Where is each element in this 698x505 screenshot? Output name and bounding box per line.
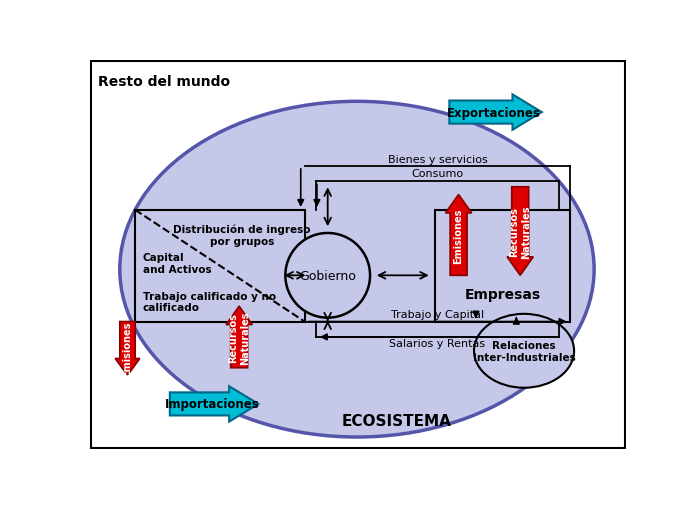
Bar bbox=[135, 211, 304, 322]
Text: Distribución de ingreso
por grupos: Distribución de ingreso por grupos bbox=[173, 224, 311, 246]
FancyArrow shape bbox=[170, 386, 258, 422]
Text: Trabajo y Capital: Trabajo y Capital bbox=[391, 310, 484, 320]
Text: Emisiones: Emisiones bbox=[122, 321, 133, 376]
Ellipse shape bbox=[120, 102, 594, 437]
FancyArrow shape bbox=[445, 195, 472, 276]
Text: Recursos
Naturales: Recursos Naturales bbox=[510, 205, 531, 258]
FancyArrow shape bbox=[226, 307, 252, 368]
Text: Salarios y Rentas: Salarios y Rentas bbox=[389, 339, 486, 349]
Ellipse shape bbox=[474, 314, 574, 388]
Text: Capital
and Activos: Capital and Activos bbox=[143, 252, 211, 274]
Text: ECOSISTEMA: ECOSISTEMA bbox=[342, 413, 452, 428]
Text: Exportaciones: Exportaciones bbox=[447, 107, 541, 119]
Text: Resto del mundo: Resto del mundo bbox=[98, 74, 230, 88]
FancyArrow shape bbox=[507, 187, 533, 276]
Text: Trabajo calificado y no
calificado: Trabajo calificado y no calificado bbox=[143, 291, 276, 313]
Text: Relaciones
Inter-Industriales: Relaciones Inter-Industriales bbox=[473, 340, 575, 362]
Text: Recursos
Naturales: Recursos Naturales bbox=[228, 311, 250, 364]
FancyArrow shape bbox=[450, 95, 542, 130]
Circle shape bbox=[285, 233, 370, 318]
Text: Consumo: Consumo bbox=[411, 169, 463, 179]
Text: Bienes y servicios: Bienes y servicios bbox=[387, 155, 487, 164]
Text: Empresas: Empresas bbox=[465, 287, 541, 301]
FancyArrow shape bbox=[115, 322, 140, 376]
Text: Importaciones: Importaciones bbox=[165, 397, 260, 411]
Text: Emisiones: Emisiones bbox=[454, 208, 463, 263]
Text: Gobierno: Gobierno bbox=[299, 269, 356, 282]
Bar bbox=[436, 211, 570, 322]
